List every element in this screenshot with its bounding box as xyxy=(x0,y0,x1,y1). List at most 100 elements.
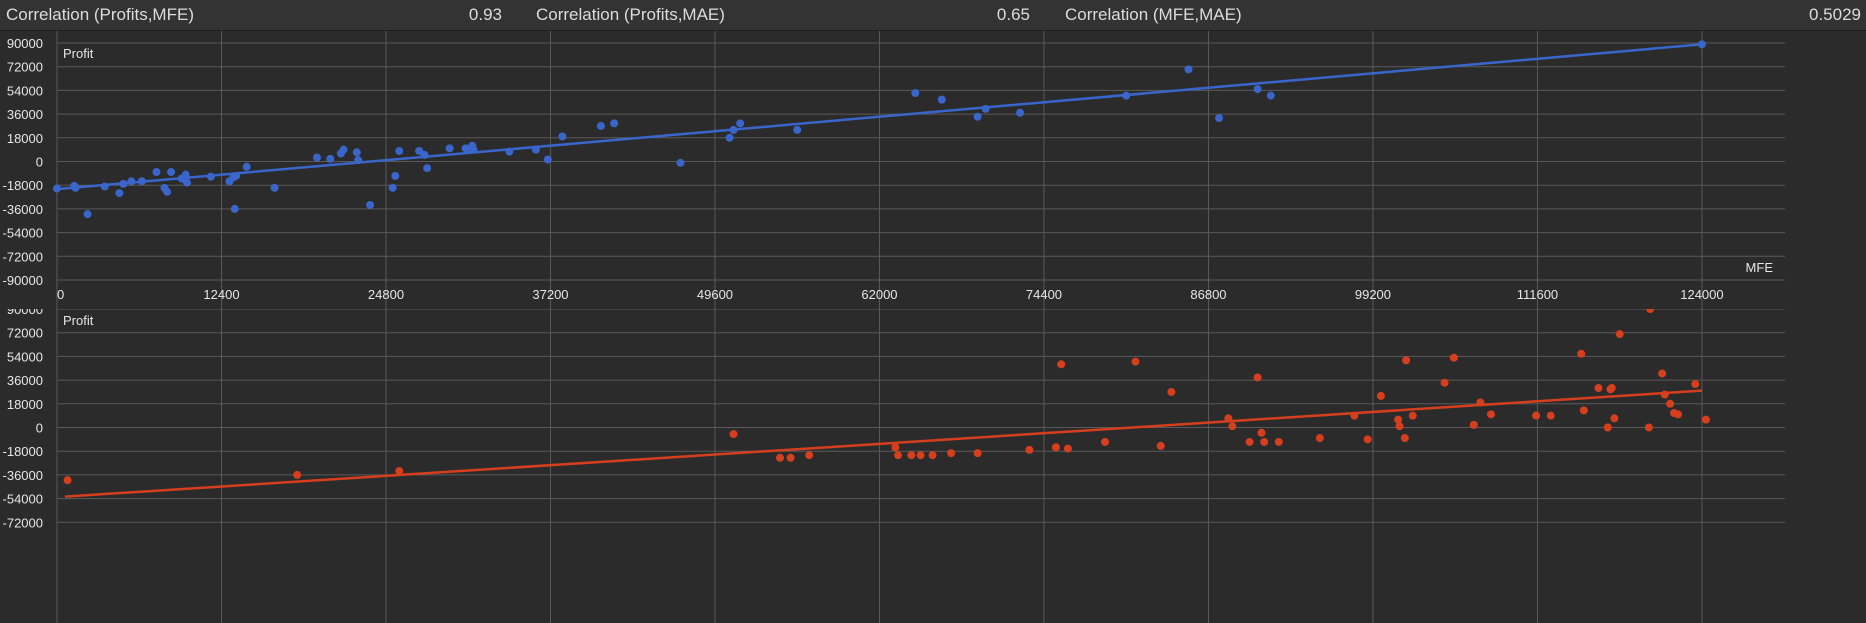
stat-mfe-mae: Correlation (MFE,MAE) 0.5029 xyxy=(1065,0,1861,30)
x-tick-label: 37200 xyxy=(532,287,568,302)
data-point xyxy=(183,178,192,187)
data-point xyxy=(1644,423,1653,432)
data-point xyxy=(1376,391,1385,400)
x-tick-label: 124000 xyxy=(1680,287,1723,302)
data-point xyxy=(891,443,900,452)
data-point xyxy=(63,476,72,485)
profit-vs-mae-chart: 90000 72000 54000 36000 18000 0 -18000 -36000 -5… xyxy=(3,309,1785,623)
y-tick-label: -72000 xyxy=(3,249,43,264)
data-point xyxy=(725,133,734,142)
data-point xyxy=(127,177,136,186)
y-tick-label: 0 xyxy=(36,155,43,170)
data-point xyxy=(1260,437,1269,446)
data-point xyxy=(973,449,982,458)
data-point xyxy=(793,125,802,134)
data-point xyxy=(981,104,990,113)
data-point xyxy=(1577,349,1586,358)
data-point xyxy=(1615,330,1624,339)
x-axis-label: MFE xyxy=(1746,260,1774,275)
data-point xyxy=(558,132,567,141)
trend-line xyxy=(64,389,1703,498)
data-point xyxy=(420,150,429,159)
stat-label: Correlation (MFE,MAE) xyxy=(1065,5,1242,24)
y-tick-label: 72000 xyxy=(7,60,43,75)
data-point xyxy=(1156,441,1165,450)
data-point xyxy=(163,187,172,196)
x-tick-label: 111600 xyxy=(1517,287,1558,302)
data-point xyxy=(1691,380,1700,389)
data-point xyxy=(1660,390,1669,399)
data-point xyxy=(1476,398,1485,407)
data-point xyxy=(388,183,397,192)
stat-value: 0.5029 xyxy=(1809,5,1861,24)
data-point xyxy=(354,156,363,165)
data-point xyxy=(100,182,109,191)
data-point xyxy=(1701,415,1710,424)
data-point xyxy=(119,179,128,188)
data-point xyxy=(1440,378,1449,387)
data-point xyxy=(445,144,454,153)
y-axis-label: Profit xyxy=(63,313,94,328)
data-point xyxy=(775,453,784,462)
data-point xyxy=(270,183,279,192)
data-point xyxy=(1274,437,1283,446)
data-point xyxy=(1167,387,1176,396)
stat-label: Correlation (Profits,MAE) xyxy=(536,5,725,24)
data-point xyxy=(1184,65,1193,74)
data-point xyxy=(1257,428,1266,437)
x-tick-label: 49600 xyxy=(697,287,733,302)
data-point xyxy=(71,183,80,192)
stat-label: Correlation (Profits,MFE) xyxy=(6,5,194,24)
data-point xyxy=(1400,434,1409,443)
data-point xyxy=(729,430,738,439)
data-point xyxy=(391,171,400,180)
data-point xyxy=(313,153,322,162)
data-point xyxy=(610,119,619,128)
data-point xyxy=(543,155,552,164)
y-tick-label: 18000 xyxy=(7,397,43,412)
stats-header: Correlation (Profits,MFE) 0.93 Correlati… xyxy=(0,0,1866,31)
y-tick-label: 54000 xyxy=(7,83,43,98)
trend-line xyxy=(56,43,1703,191)
data-point xyxy=(1674,410,1683,419)
data-point xyxy=(242,162,251,171)
data-point xyxy=(1253,373,1262,382)
data-point xyxy=(232,171,241,180)
data-point xyxy=(676,158,685,167)
stat-profits-mae: Correlation (Profits,MAE) 0.65 xyxy=(536,0,1030,30)
y-tick-label: -36000 xyxy=(3,202,43,217)
y-tick-label: -90000 xyxy=(3,273,43,288)
data-point xyxy=(1607,384,1616,392)
y-tick-label: -54000 xyxy=(3,226,43,241)
y-tick-label: 36000 xyxy=(7,107,43,122)
data-point xyxy=(1025,445,1034,454)
data-point xyxy=(115,189,124,198)
y-tick-label: 90000 xyxy=(7,36,43,51)
y-tick-label: -36000 xyxy=(3,468,43,483)
data-point xyxy=(1057,360,1066,369)
x-tick-label: 74400 xyxy=(1026,287,1062,302)
x-tick-label: 12400 xyxy=(203,287,239,302)
data-point xyxy=(1697,40,1706,49)
data-point xyxy=(1063,444,1072,453)
y-tick-label: 72000 xyxy=(7,326,43,341)
data-point xyxy=(1603,423,1612,432)
data-point xyxy=(1487,410,1496,419)
data-point xyxy=(1215,114,1224,123)
y-tick-label: 0 xyxy=(36,421,43,436)
data-point xyxy=(937,95,946,104)
data-point xyxy=(907,451,916,460)
data-point xyxy=(469,145,478,154)
data-point xyxy=(729,125,738,134)
data-point xyxy=(1266,91,1275,100)
stat-profits-mfe: Correlation (Profits,MFE) 0.93 xyxy=(6,0,502,30)
x-tick-label: 86800 xyxy=(1190,287,1226,302)
y-tick-label: -18000 xyxy=(3,444,43,459)
data-point xyxy=(326,154,335,163)
profit-vs-mfe-chart: 90000 72000 54000 36000 18000 0 -18000 -36000 -5… xyxy=(3,31,1785,309)
y-tick-label: -72000 xyxy=(3,515,43,530)
data-point xyxy=(1224,414,1233,423)
y-axis-label: Profit xyxy=(63,46,94,61)
data-point xyxy=(352,148,361,157)
data-point xyxy=(1402,356,1411,365)
